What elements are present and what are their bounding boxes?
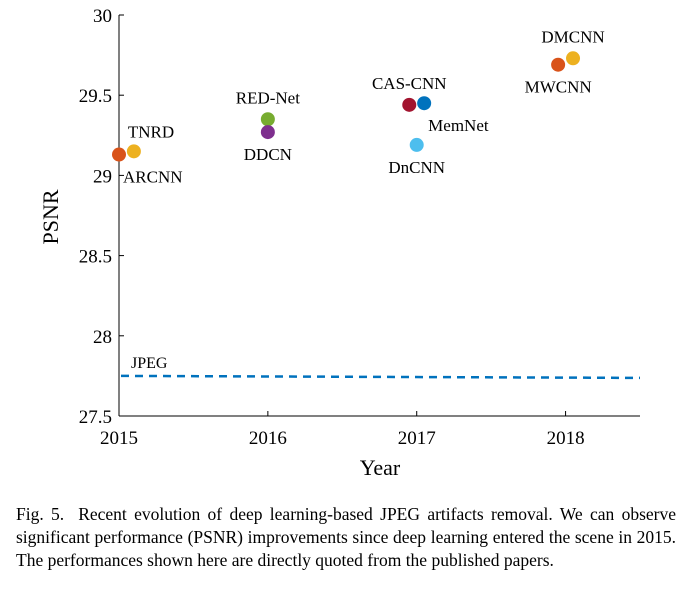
x-tick-label: 2018 (547, 428, 585, 449)
y-tick-label: 29.5 (79, 86, 112, 107)
x-axis-title: Year (360, 455, 401, 480)
label-tnrd: TNRD (128, 122, 174, 141)
x-tick-label: 2015 (100, 428, 138, 449)
axes (118, 15, 640, 417)
label-red-net: RED-Net (236, 88, 300, 107)
data-points (112, 51, 581, 162)
label-arcnn: ARCNN (123, 168, 183, 187)
point-mwcnn (551, 57, 566, 72)
label-dmcnn: DMCNN (541, 27, 604, 46)
jpeg-reference-line (120, 374, 641, 380)
caption-text: Recent evolution of deep learning-based … (16, 504, 676, 570)
x-tick-label: 2016 (249, 428, 287, 449)
label-mwcnn: MWCNN (525, 78, 592, 97)
label-dncnn: DnCNN (388, 158, 445, 177)
point-arcnn (112, 147, 126, 162)
label-ddcn: DDCN (244, 145, 292, 164)
label-cas-cnn: CAS-CNN (372, 74, 447, 93)
y-tick-label: 29 (93, 166, 112, 187)
scatter-chart: JPEG 2015 2016 2017 2018 27.5 28 28.5 29 29.5 30… (38, 6, 641, 480)
figure-caption: Fig. 5. Recent evolution of deep learning… (16, 503, 676, 572)
reference-line-layer: JPEG (120, 355, 641, 380)
point-labels: ARCNN TNRD RED-Net DDCN CAS-CNN MemNet DnCNN MW… (123, 27, 605, 186)
point-red-net (260, 112, 275, 127)
y-tick-label: 28 (93, 327, 112, 348)
point-dmcnn (566, 51, 581, 66)
x-tick-label: 2017 (398, 428, 436, 449)
jpeg-reference-label: JPEG (131, 355, 168, 372)
y-axis-ticks: 27.5 28 28.5 29 29.5 30 (79, 6, 124, 428)
y-tick-label: 28.5 (79, 247, 112, 268)
point-ddcn (260, 125, 275, 140)
point-tnrd (126, 144, 141, 159)
y-axis-title: PSNR (38, 189, 63, 244)
x-axis-ticks: 2015 2016 2017 2018 (100, 411, 585, 449)
point-memnet (417, 96, 432, 111)
label-memnet: MemNet (428, 116, 489, 135)
figure-number: Fig. 5. (16, 504, 65, 524)
y-tick-label: 30 (93, 6, 112, 27)
point-cas-cnn (402, 97, 417, 112)
point-dncnn (409, 137, 424, 152)
y-tick-label: 27.5 (79, 407, 112, 428)
